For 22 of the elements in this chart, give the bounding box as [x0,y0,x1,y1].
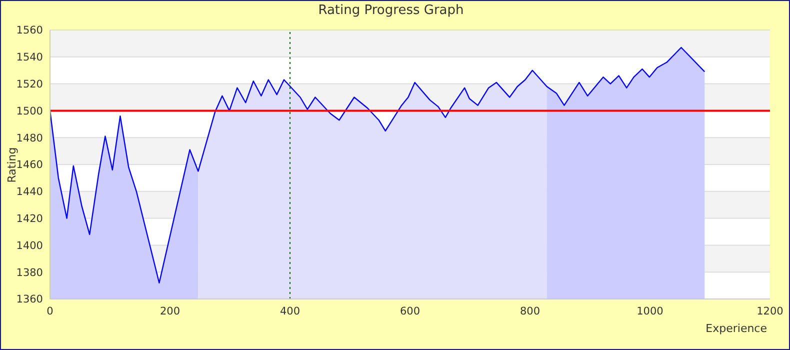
line-series [50,46,706,284]
y-tick-label: 1540 [16,52,43,64]
y-axis-title: Rating [6,147,18,183]
x-tick-label: 1200 [756,305,784,318]
y-tick-label: 1520 [16,78,43,91]
chart-title: Rating Progress Graph [317,3,465,18]
y-tick-label: 1460 [16,159,43,172]
y-tick-label: 1560 [16,24,43,37]
x-axis-title: Experience [706,322,767,335]
x-tick-label: 200 [160,305,180,318]
y-tick-label: 1480 [16,132,43,144]
y-tick-label: 1420 [16,213,43,226]
y-tick-label: 1360 [16,294,43,306]
y-tick-label: 1500 [16,105,43,118]
y-tick-label: 1400 [16,240,43,252]
x-tick-label: 0 [46,305,54,318]
y-tick-label: 1380 [16,266,43,279]
y-tick-label: 1440 [16,186,43,198]
x-tick-label: 600 [400,305,420,318]
x-tick-label: 800 [520,305,540,318]
x-tick-label: 1000 [636,305,664,318]
x-tick-label: 400 [280,305,300,318]
